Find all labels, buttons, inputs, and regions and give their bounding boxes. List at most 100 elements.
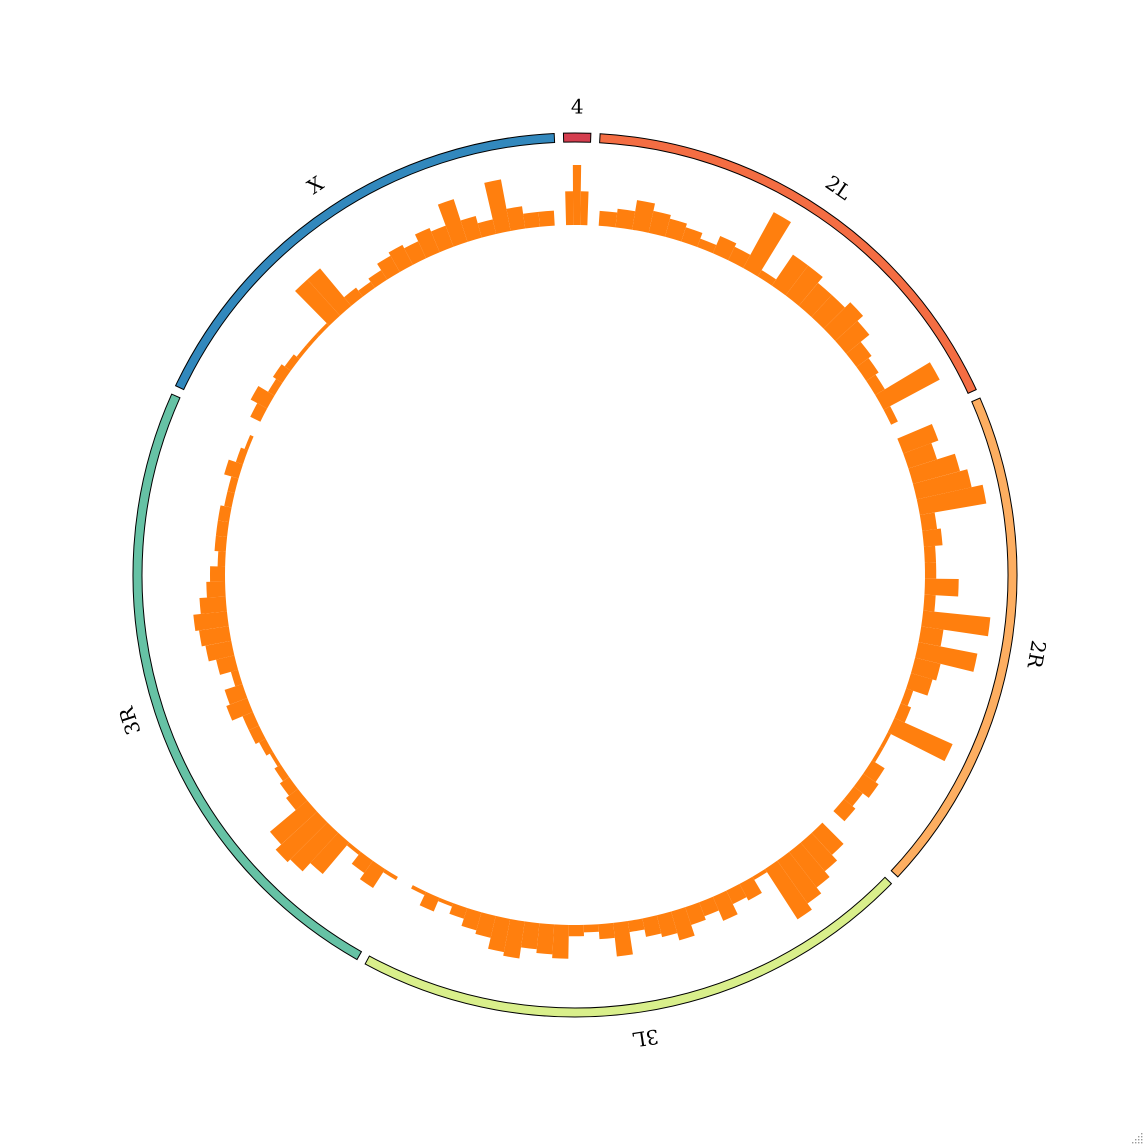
chromosome-label-3r: 3R (114, 703, 146, 738)
histogram-bar-x-11 (358, 281, 375, 297)
histogram-bar-3l-21 (520, 921, 540, 950)
histogram-bar-2r-22 (853, 773, 879, 798)
histogram-bar-3r-14 (242, 711, 259, 731)
ideogram-4 (562, 132, 592, 143)
histogram-bar-3l-29 (411, 885, 427, 896)
ideogram-2l (599, 133, 977, 395)
chromosome-label-2r: 2R (1022, 639, 1051, 671)
histogram-bar-3r-18 (216, 655, 239, 675)
histogram-bar-2l-12 (785, 265, 823, 306)
histogram-bar-3l-24 (475, 912, 496, 938)
histogram-bar-x-5 (296, 345, 310, 359)
ideogram-2r (890, 397, 1018, 878)
histogram-bar-2r-7 (923, 545, 937, 563)
histogram-bar-2l-4 (665, 218, 687, 242)
histogram-bar-2r-1 (903, 443, 937, 469)
histogram-bar-3l-28 (419, 891, 440, 912)
histogram-bar-3r-6 (275, 811, 328, 863)
histogram-bar-x-6 (306, 333, 319, 348)
histogram-bar-2l-5 (681, 227, 703, 248)
histogram-bar-x-16 (414, 228, 440, 259)
chromosome-labels: 4 2L 2R 3L 3R X (114, 94, 1051, 1051)
histogram-bar-3r-21 (193, 611, 229, 631)
chromosome-label-2l: 2L (821, 170, 856, 204)
histogram-bar-2r-0 (897, 424, 939, 454)
histogram-bar-2r-24 (833, 799, 856, 822)
ideogram-3l (364, 876, 893, 1018)
histogram-bar-3r-23 (206, 581, 226, 598)
histogram-bar-2l-0 (598, 210, 618, 228)
histogram-bar-x-18 (437, 199, 468, 247)
histogram-bar-3l-11 (671, 907, 695, 941)
histogram-bar-2l-14 (811, 294, 845, 329)
histogram-bar-3l-12 (656, 911, 678, 938)
histogram-bar-2r-3 (912, 469, 972, 500)
histogram-bar-2r-11 (921, 610, 991, 637)
histogram-bar-3l-16 (598, 922, 615, 940)
histogram-bar-3l-23 (488, 915, 511, 953)
histogram-bar-3l-19 (552, 924, 569, 959)
histogram-bar-3l-7 (726, 883, 747, 905)
histogram-bar-x-23 (523, 211, 540, 229)
histogram-bar-x-12 (368, 270, 388, 288)
histogram-bar-3r-31 (224, 459, 243, 479)
histogram-bar-2r-6 (922, 528, 943, 547)
histogram-bar-3l-2 (789, 842, 830, 888)
histogram-bar-3r-1 (359, 860, 386, 888)
histogram-bar-3r-28 (217, 505, 232, 523)
histogram-bar-x-14 (388, 244, 413, 272)
histogram-bar-3r-33 (244, 435, 254, 451)
histogram-bar-3r-16 (224, 684, 248, 705)
histogram-bar-x-22 (506, 206, 526, 231)
histogram-bar-2r-21 (863, 760, 885, 783)
histogram-bar-2r-2 (908, 453, 960, 484)
histogram-bar-3l-26 (449, 903, 468, 919)
histogram-bar-2l-9 (743, 212, 791, 277)
histogram-bar-x-13 (377, 255, 400, 280)
histogram-bar-3l-1 (800, 832, 838, 872)
histogram-bar-3r-27 (215, 520, 230, 537)
histogram-bar-3r-7 (269, 800, 318, 845)
histogram-bar-3r-25 (217, 551, 226, 567)
histogram-bar-2l-20 (875, 362, 940, 410)
ideogram-3r (132, 393, 363, 961)
histogram-bar-2l-6 (697, 238, 717, 254)
histogram-bar-3r-4 (310, 832, 350, 875)
histogram-bar-3l-15 (613, 920, 633, 957)
histogram-bar-x-20 (477, 219, 497, 238)
histogram-bar-3r-5 (290, 822, 339, 872)
histogram-bar-3r-17 (230, 669, 243, 687)
chromosome-label-3l: 3L (631, 1024, 660, 1052)
histogram-bar-3l-8 (712, 890, 738, 921)
histogram-bar-x-19 (460, 215, 482, 242)
histogram-bar-3r-0 (383, 869, 398, 881)
histogram-bar-2l-11 (771, 254, 809, 296)
histogram-bar-3l-4 (764, 860, 812, 920)
histogram-bar-3l-20 (536, 923, 555, 955)
histogram-bar-3l-3 (777, 851, 822, 904)
histogram-bar-3r-10 (274, 764, 290, 782)
histogram-bar-3r-29 (224, 491, 235, 508)
histogram-bar-2r-14 (910, 657, 941, 681)
histogram-bar-2l-13 (798, 282, 832, 317)
histogram-bar-2r-15 (906, 673, 933, 696)
histogram-bar-2r-8 (924, 562, 937, 579)
histogram-bar-x-4 (284, 354, 300, 371)
histogram-bar-2r-23 (843, 786, 863, 807)
histogram-bar-3r-2 (351, 851, 373, 873)
ideogram-ring (132, 132, 1018, 1018)
histogram-bar-x-10 (344, 287, 363, 306)
histogram-bar-3l-22 (503, 918, 525, 959)
histogram-bar-2l-18 (856, 358, 879, 381)
histogram-bar-3l-13 (642, 915, 662, 937)
histogram-bar-x-3 (272, 364, 291, 384)
histogram-bar-2r-4 (916, 484, 987, 516)
histogram-bar-3l-9 (699, 896, 719, 917)
histogram-bar-2r-19 (880, 732, 891, 749)
resize-grip-icon (1132, 1133, 1143, 1144)
histogram-bar-3l-25 (461, 908, 482, 931)
histogram-bar-3r-20 (199, 626, 232, 647)
histogram-bar-2r-16 (900, 688, 914, 707)
histogram-bar-3l-14 (627, 918, 645, 933)
histogram-bar-4-2 (580, 191, 589, 226)
